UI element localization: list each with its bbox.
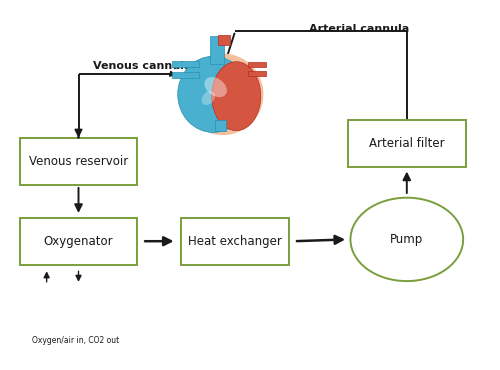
- Ellipse shape: [202, 91, 215, 105]
- FancyBboxPatch shape: [248, 62, 266, 67]
- FancyBboxPatch shape: [182, 218, 289, 265]
- Text: Oxygen/air in, CO2 out: Oxygen/air in, CO2 out: [32, 336, 119, 345]
- Ellipse shape: [212, 62, 261, 131]
- FancyBboxPatch shape: [20, 218, 138, 265]
- FancyBboxPatch shape: [248, 71, 266, 76]
- Ellipse shape: [204, 77, 227, 97]
- FancyBboxPatch shape: [210, 36, 224, 64]
- Text: Venous cannula: Venous cannula: [93, 61, 192, 76]
- Circle shape: [350, 198, 463, 281]
- FancyBboxPatch shape: [172, 71, 198, 78]
- Text: Oxygenator: Oxygenator: [44, 235, 114, 248]
- Text: Pump: Pump: [390, 233, 424, 246]
- Ellipse shape: [182, 54, 264, 135]
- FancyBboxPatch shape: [20, 138, 138, 185]
- Text: Venous reservoir: Venous reservoir: [29, 155, 128, 168]
- Text: Arterial filter: Arterial filter: [369, 137, 444, 150]
- FancyBboxPatch shape: [218, 34, 230, 46]
- Text: Arterial cannula: Arterial cannula: [309, 24, 409, 34]
- FancyBboxPatch shape: [348, 120, 466, 167]
- FancyBboxPatch shape: [172, 61, 198, 67]
- Text: Heat exchanger: Heat exchanger: [188, 235, 282, 248]
- FancyBboxPatch shape: [214, 120, 226, 131]
- Ellipse shape: [178, 56, 249, 132]
